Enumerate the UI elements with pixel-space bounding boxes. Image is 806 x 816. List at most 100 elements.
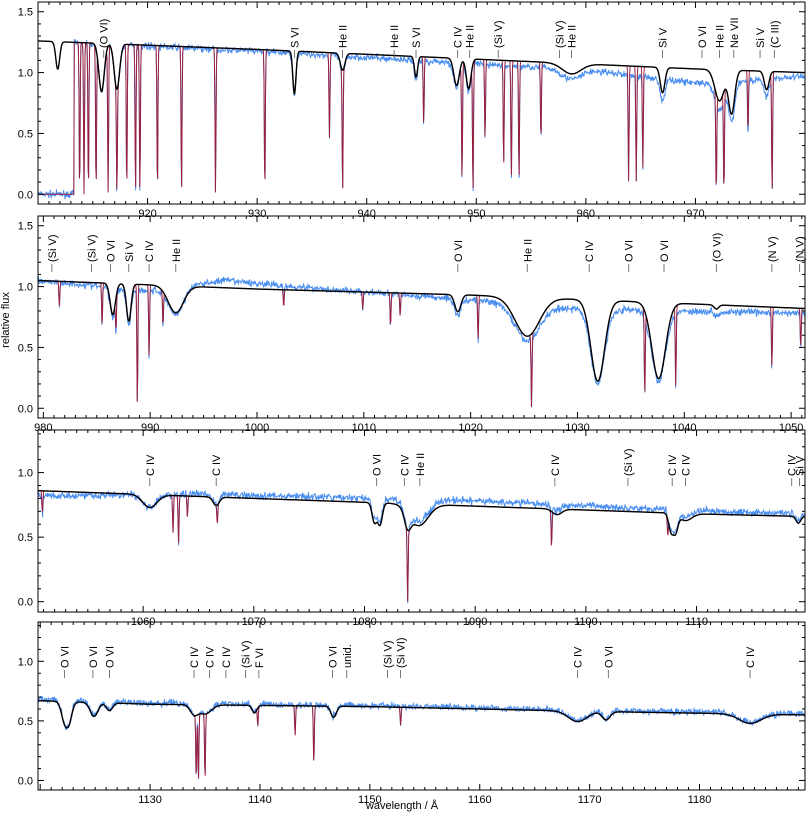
line-id-label: Ne VII [729, 17, 741, 48]
line-id-label: (Si V) [86, 235, 98, 263]
model-photosphere-line [38, 699, 805, 729]
line-id-label: (N V) [795, 236, 806, 262]
spectrum-panel-1: 920 930 940 950 960 970 0.0 0.5 1.0 1.5 (O VI) S VI… [18, 1, 806, 220]
line-id-label: C IV [144, 240, 156, 262]
line-id-label: (Si V) [241, 641, 253, 669]
x-tick-label: 1030 [565, 422, 589, 434]
line-id-label: He II [171, 239, 183, 262]
line-id-label: Si V [124, 241, 136, 262]
line-id-label: (O VI) [711, 233, 723, 262]
x-tick-label: 1150 [358, 794, 382, 806]
line-id-label: He II [465, 25, 477, 48]
y-tick-label: 0.5 [18, 342, 33, 354]
line-id-label: Si V [795, 455, 806, 476]
line-id-label: unid. [342, 644, 354, 668]
line-id-label: C IV [453, 26, 465, 48]
x-tick-label: 1160 [468, 794, 492, 806]
line-id-label: C IV [189, 646, 201, 668]
line-id-label: C IV [745, 646, 757, 668]
x-tick-label: 940 [358, 208, 376, 220]
y-tick-label: 0.0 [18, 403, 33, 415]
x-tick-label: 1180 [688, 794, 712, 806]
panel-frame [37, 621, 806, 791]
line-id-label: (C III) [769, 21, 781, 49]
y-tick-label: 1.0 [18, 282, 33, 294]
line-id-label: S VI [411, 27, 423, 48]
observed-spectrum-line [38, 695, 805, 780]
line-id-label: (N V) [767, 236, 779, 262]
line-id-label: O VI [59, 646, 71, 668]
observed-spectrum-line [38, 276, 805, 408]
model-photosphere-line [38, 279, 805, 382]
model-photosphere-line [38, 489, 805, 537]
x-tick-label: 980 [34, 422, 52, 434]
x-tick-label: 1010 [352, 422, 376, 434]
line-id-label: He II [389, 25, 401, 48]
y-tick-label: 0.0 [18, 597, 33, 609]
model-photosphere-line [38, 40, 805, 116]
line-id-label: C IV [204, 646, 216, 668]
line-id-label: C IV [584, 240, 596, 262]
model-ism-line [38, 279, 805, 407]
line-id-label: O VI [603, 646, 615, 668]
spectrum-panel-4: 1130 1140 1150 1160 1170 1180 0.0 0.5 1.0 O VI O V… [18, 621, 806, 806]
x-tick-label: 990 [141, 422, 159, 434]
line-id-label: O VI [328, 646, 340, 668]
panel-frame [37, 429, 806, 613]
y-tick-label: 0.0 [18, 189, 33, 201]
x-tick-label: 1050 [779, 422, 803, 434]
line-id-label: (Si V) [47, 235, 59, 263]
y-tick-label: 1.5 [18, 221, 33, 233]
line-id-label: O VI [659, 240, 671, 262]
line-id-label: F VI [254, 648, 266, 668]
line-id-label: O VI [106, 240, 118, 262]
x-tick-label: 1170 [578, 794, 602, 806]
line-id-label: C IV [211, 454, 223, 476]
spectrum-panel-2: 980 990 1000 1010 1020 1030 1040 1050 0.0 0.5 1.0 1… [18, 215, 806, 434]
line-id-label: (Si V) [493, 21, 505, 49]
line-id-label: C IV [573, 646, 585, 668]
x-tick-label: 930 [248, 208, 266, 220]
line-id-label: O VI [453, 240, 465, 262]
y-tick-label: 1.0 [18, 656, 33, 668]
line-id-label: C IV [550, 454, 562, 476]
y-tick-label: 1.5 [18, 7, 33, 19]
x-tick-label: 1040 [672, 422, 696, 434]
line-id-label: He II [415, 453, 427, 476]
y-tick-label: 0.5 [18, 532, 33, 544]
line-id-label: C IV [787, 454, 799, 476]
line-id-label: Si V [755, 27, 767, 48]
line-id-label: O VI [104, 646, 116, 668]
x-tick-label: 1130 [138, 794, 162, 806]
x-tick-label: 970 [686, 208, 704, 220]
x-tick-label: 1000 [245, 422, 269, 434]
y-tick-label: 1.0 [18, 468, 33, 480]
line-id-label: (Si VI) [396, 637, 408, 668]
y-tick-label: 0.5 [18, 128, 33, 140]
x-tick-label: 1140 [248, 794, 272, 806]
x-tick-label: 1020 [458, 422, 482, 434]
line-id-label: O VI [697, 26, 709, 48]
line-id-label: C IV [667, 454, 679, 476]
line-id-label: He II [522, 239, 534, 262]
line-id-label: S VI [289, 27, 301, 48]
line-id-label: (Si V) [555, 21, 567, 49]
x-axis-label: wavelength / Å [365, 799, 439, 812]
line-id-label: He II [715, 25, 727, 48]
line-id-label: O VI [624, 240, 636, 262]
line-id-label: He II [338, 25, 350, 48]
line-id-label: (Si V) [623, 449, 635, 477]
line-id-label: C IV [145, 454, 157, 476]
y-axis-label: relative flux [0, 292, 12, 348]
y-tick-label: 0.0 [18, 775, 33, 787]
y-tick-label: 0.5 [18, 716, 33, 728]
line-id-label: (O VI) [99, 19, 111, 48]
line-id-label: C IV [399, 454, 411, 476]
x-tick-label: 920 [138, 208, 156, 220]
line-id-label: C IV [221, 646, 233, 668]
line-id-label: Si V [658, 27, 670, 48]
line-id-label: O VI [88, 646, 100, 668]
x-tick-label: 960 [577, 208, 595, 220]
line-id-label: He II [567, 25, 579, 48]
